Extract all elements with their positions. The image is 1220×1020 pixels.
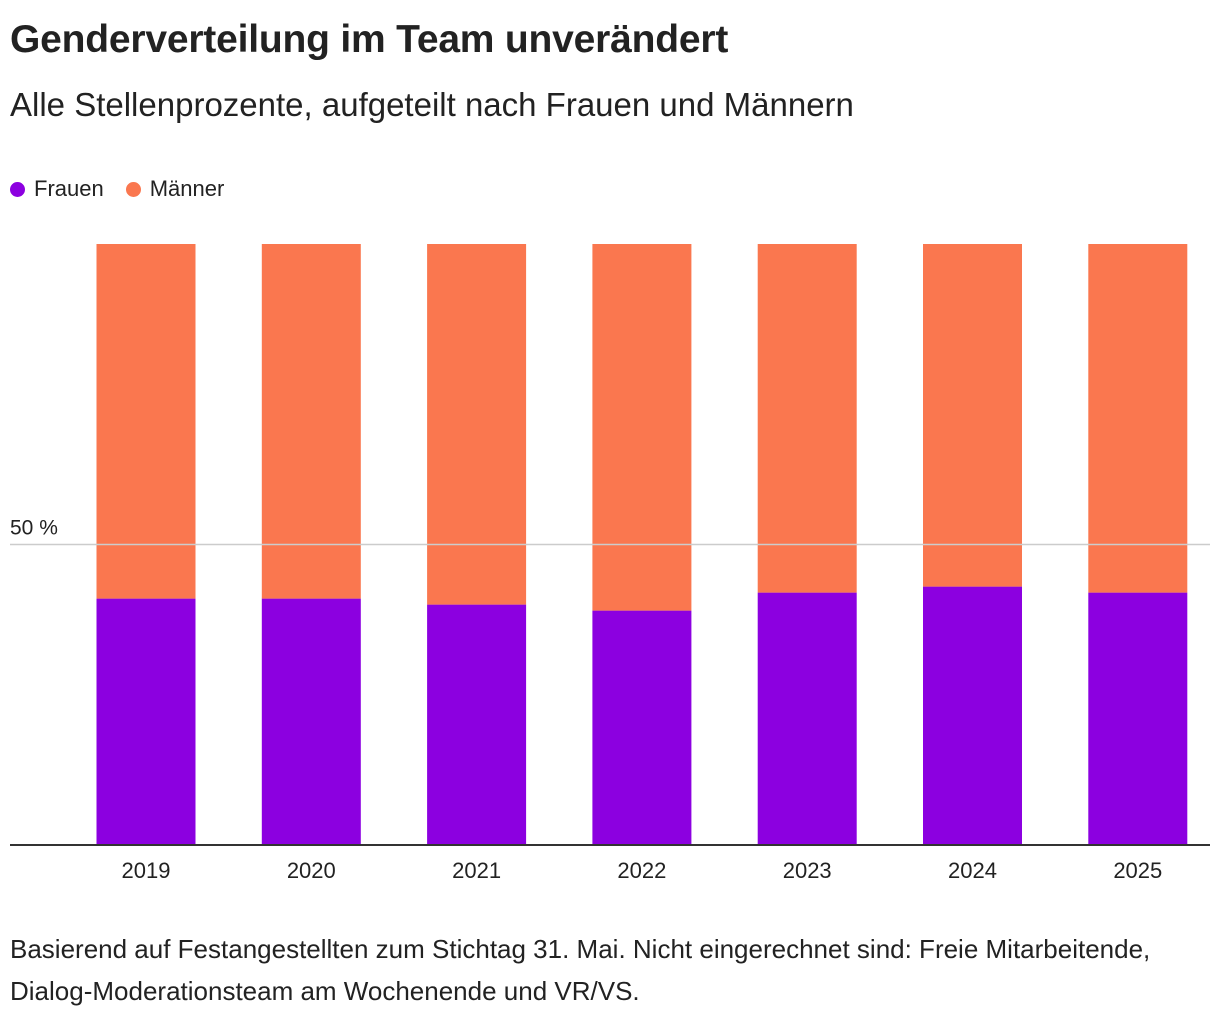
chart-subtitle: Alle Stellenprozente, aufgeteilt nach Fr…	[10, 86, 854, 123]
legend-swatch-frauen	[10, 181, 25, 197]
bar-maenner-2024	[923, 244, 1022, 587]
legend-swatch-maenner	[125, 181, 141, 197]
legend-label-maenner: Männer	[149, 176, 225, 201]
x-axis-tick-labels: 2019 2020 2021 2022 2023 2024 2025	[122, 858, 1163, 883]
bars-group	[96, 244, 1188, 845]
x-tick-label-2019: 2019	[122, 858, 171, 883]
bar-maenner-2019	[96, 244, 196, 599]
bar-maenner-2022	[592, 244, 692, 611]
bar-frauen-2019	[96, 598, 196, 845]
stacked-bar-chart: 50 % 2019 2020 2021 2022 2023 2024 2025	[10, 244, 1210, 883]
legend-label-frauen: Frauen	[34, 176, 104, 201]
reference-line-label: 50 %	[10, 517, 58, 540]
chart-footnote: Basierend auf Festangestellten zum Stich…	[10, 934, 1151, 1006]
bar-maenner-2021	[427, 244, 527, 605]
chart-legend: Frauen Männer	[10, 176, 246, 202]
x-tick-label-2020: 2020	[287, 858, 336, 883]
bar-frauen-2023	[757, 592, 857, 845]
x-tick-label-2023: 2023	[783, 858, 832, 883]
x-tick-label-2024: 2024	[948, 858, 997, 883]
bar-frauen-2022	[592, 610, 692, 845]
bar-frauen-2024	[923, 586, 1022, 845]
x-tick-label-2025: 2025	[1113, 858, 1162, 883]
bar-frauen-2021	[427, 604, 527, 845]
bar-frauen-2020	[261, 598, 361, 845]
bar-frauen-2025	[1088, 592, 1188, 845]
bar-maenner-2025	[1088, 244, 1188, 593]
x-tick-label-2022: 2022	[617, 858, 666, 883]
legend-item-frauen: Frauen	[10, 176, 104, 202]
bar-maenner-2023	[757, 244, 857, 593]
x-tick-label-2021: 2021	[452, 858, 501, 883]
bar-maenner-2020	[261, 244, 361, 599]
chart-title: Genderverteilung im Team unverändert	[10, 18, 729, 61]
legend-item-maenner: Männer	[125, 176, 225, 202]
